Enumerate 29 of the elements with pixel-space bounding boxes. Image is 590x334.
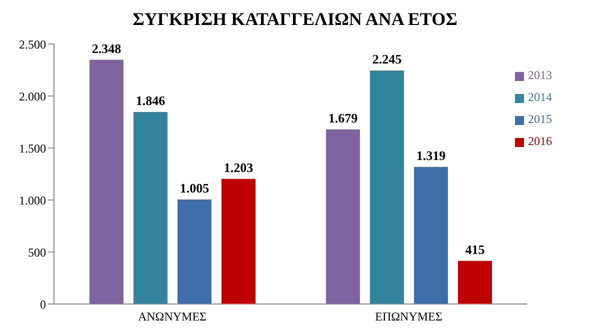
legend-label: 2015: [528, 112, 552, 126]
y-tick-label: 2.000: [19, 89, 46, 104]
data-label: 1.203: [224, 160, 254, 175]
bar: [133, 112, 168, 304]
y-tick-label: 1.500: [19, 141, 46, 156]
y-tick-label: 0: [40, 297, 46, 312]
data-label: 1.679: [328, 110, 358, 126]
y-tick-label: 2.500: [19, 37, 46, 52]
bar: [458, 260, 492, 304]
bar: [414, 166, 448, 304]
x-tick-label: ΕΠΩΝΥΜΕΣ: [375, 310, 442, 324]
data-label: 1.319: [416, 148, 446, 163]
data-label: 1.005: [180, 180, 210, 196]
chart-title: ΣΥΓΚΡΙΣΗ ΚΑΤΑΓΓΕΛΙΩΝ ΑΝΑ ΕΤΟΣ: [132, 8, 458, 31]
bar: [89, 60, 124, 304]
y-tick-label: 500: [28, 245, 46, 260]
bar: [221, 178, 256, 304]
y-tick-label: 1.000: [19, 193, 46, 208]
bar: [326, 129, 360, 304]
legend-label: 2016: [528, 134, 552, 148]
data-label: 1.846: [136, 93, 166, 108]
x-tick-label: ΑΝΩΝΥΜΕΣ: [138, 310, 207, 324]
legend-label: 2013: [528, 68, 552, 82]
data-label: 415: [465, 242, 486, 257]
data-label: 2.245: [372, 52, 402, 67]
bar: [370, 70, 404, 304]
legend-label: 2014: [528, 90, 552, 104]
bar: [177, 199, 212, 304]
data-label: 2.348: [92, 40, 122, 56]
